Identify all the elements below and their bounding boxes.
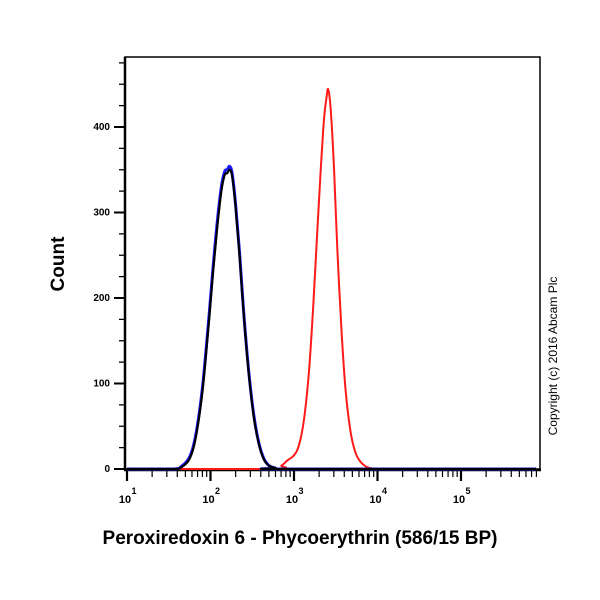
x-tick-label: 101 xyxy=(119,486,137,506)
x-tick-label: 103 xyxy=(286,486,304,506)
svg-text:10: 10 xyxy=(453,494,465,506)
x-axis-label: Peroxiredoxin 6 - Phycoerythrin (586/15 … xyxy=(103,528,498,549)
x-tick-label: 105 xyxy=(453,486,471,506)
copyright-notice: Copyright (c) 2016 Abcam Plc xyxy=(546,277,560,436)
svg-text:5: 5 xyxy=(465,486,470,496)
svg-text:3: 3 xyxy=(298,486,303,496)
y-axis-ticks: 0 100 200 300 400 xyxy=(93,62,125,475)
y-tick-label: 200 xyxy=(93,293,110,304)
y-tick-label: 100 xyxy=(93,379,110,390)
histogram-series-black xyxy=(127,168,537,471)
y-tick-label: 400 xyxy=(93,122,110,133)
y-tick-label: 300 xyxy=(93,208,110,219)
svg-text:10: 10 xyxy=(119,494,131,506)
y-tick-label: 0 xyxy=(104,464,110,475)
histogram-curves xyxy=(127,87,537,471)
svg-text:10: 10 xyxy=(286,494,298,506)
svg-text:1: 1 xyxy=(131,486,136,496)
svg-text:2: 2 xyxy=(215,486,220,496)
x-tick-label: 104 xyxy=(369,486,387,506)
svg-text:4: 4 xyxy=(382,486,387,496)
plot-area xyxy=(124,56,541,470)
x-tick-label: 102 xyxy=(202,486,220,506)
svg-text:10: 10 xyxy=(369,494,381,506)
histogram-series-red xyxy=(127,87,537,471)
svg-text:10: 10 xyxy=(202,494,214,506)
y-axis-label: Count xyxy=(48,236,69,292)
